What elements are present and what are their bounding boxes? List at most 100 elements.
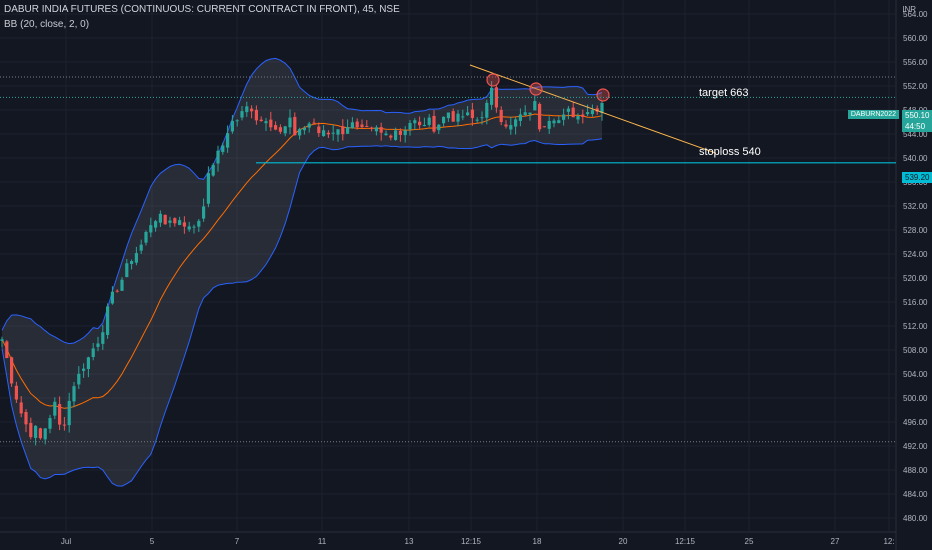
candle-body[interactable] <box>576 116 580 120</box>
candle-body[interactable] <box>86 357 90 370</box>
time-axis[interactable]: Jul 5 7 11 13 12:15 18 20 12:15 25 27 12: <box>61 537 895 546</box>
candle-body[interactable] <box>533 101 537 111</box>
candle-body[interactable] <box>514 119 518 127</box>
indicator-legend[interactable]: BB (20, close, 2, 0) <box>4 19 90 30</box>
candle-body[interactable] <box>245 106 249 113</box>
candle-body[interactable] <box>221 145 225 153</box>
candle-body[interactable] <box>48 418 52 429</box>
candle-body[interactable] <box>202 206 206 219</box>
candle-body[interactable] <box>29 423 33 438</box>
candle-body[interactable] <box>422 124 426 126</box>
candle-body[interactable] <box>67 400 71 426</box>
stoploss-annotation[interactable]: stoploss 540 <box>699 146 761 158</box>
candlesticks[interactable] <box>0 81 604 446</box>
candle-body[interactable] <box>418 121 422 126</box>
candle-body[interactable] <box>384 133 388 136</box>
candle-body[interactable] <box>139 244 143 251</box>
candle-body[interactable] <box>547 120 551 129</box>
candle-body[interactable] <box>19 402 23 414</box>
candle-body[interactable] <box>134 253 138 263</box>
candle-body[interactable] <box>307 123 311 128</box>
candle-body[interactable] <box>230 121 234 132</box>
candle-body[interactable] <box>101 332 105 344</box>
candle-body[interactable] <box>173 218 177 224</box>
candle-body[interactable] <box>350 122 354 129</box>
candle-body[interactable] <box>322 130 326 137</box>
candle-body[interactable] <box>226 133 230 148</box>
candle-body[interactable] <box>302 128 306 131</box>
candle-body[interactable] <box>91 348 95 358</box>
candle-body[interactable] <box>427 117 431 125</box>
candle-body[interactable] <box>413 120 417 124</box>
candle-body[interactable] <box>374 127 378 132</box>
candle-body[interactable] <box>509 125 513 130</box>
candle-body[interactable] <box>326 132 330 135</box>
candle-body[interactable] <box>235 120 239 122</box>
candle-body[interactable] <box>336 129 340 135</box>
candle-body[interactable] <box>331 132 335 134</box>
candle-body[interactable] <box>490 87 494 105</box>
candle-body[interactable] <box>365 126 369 128</box>
candle-body[interactable] <box>293 116 297 136</box>
candle-body[interactable] <box>154 221 158 228</box>
candle-body[interactable] <box>240 111 244 118</box>
candle-body[interactable] <box>269 119 273 128</box>
candle-body[interactable] <box>24 411 28 425</box>
candle-body[interactable] <box>470 109 474 119</box>
candle-body[interactable] <box>158 213 162 223</box>
candle-body[interactable] <box>82 368 86 371</box>
candle-body[interactable] <box>120 279 124 291</box>
candle-body[interactable] <box>34 425 38 438</box>
candle-body[interactable] <box>461 116 465 118</box>
candle-body[interactable] <box>370 127 374 129</box>
candle-body[interactable] <box>360 124 364 128</box>
candle-body[interactable] <box>115 290 119 292</box>
highlight-circle[interactable] <box>486 73 500 87</box>
candle-body[interactable] <box>346 127 350 134</box>
candle-body[interactable] <box>53 401 57 416</box>
candle-body[interactable] <box>312 122 316 124</box>
candle-body[interactable] <box>398 130 402 135</box>
candle-body[interactable] <box>566 108 570 112</box>
candle-body[interactable] <box>379 127 383 133</box>
candle-body[interactable] <box>475 119 479 121</box>
highlight-circle[interactable] <box>529 82 543 96</box>
candle-body[interactable] <box>355 121 359 128</box>
symbol-title[interactable]: DABUR INDIA FUTURES (CONTINUOUS: CURRENT… <box>4 4 400 15</box>
candle-body[interactable] <box>528 112 532 115</box>
candle-body[interactable] <box>499 109 503 123</box>
candle-body[interactable] <box>10 357 14 384</box>
candle-body[interactable] <box>389 135 393 138</box>
candle-body[interactable] <box>523 112 527 116</box>
price-axis[interactable]: 480.00 484.00 488.00 492.00 496.00 500.00 504.… <box>903 10 928 523</box>
candle-body[interactable] <box>182 222 186 227</box>
candle-body[interactable] <box>62 424 66 426</box>
candle-body[interactable] <box>130 261 134 264</box>
candle-body[interactable] <box>144 231 148 243</box>
target-annotation[interactable]: target 663 <box>699 87 749 99</box>
candle-body[interactable] <box>562 114 566 120</box>
candle-body[interactable] <box>394 130 398 140</box>
candle-body[interactable] <box>571 107 575 118</box>
candle-body[interactable] <box>403 130 407 136</box>
candle-body[interactable] <box>197 220 201 227</box>
candle-body[interactable] <box>590 110 594 115</box>
highlight-circle[interactable] <box>596 88 610 102</box>
candle-body[interactable] <box>58 404 62 425</box>
candle-body[interactable] <box>254 109 258 121</box>
candle-body[interactable] <box>600 102 604 114</box>
candle-body[interactable] <box>552 120 556 124</box>
candle-body[interactable] <box>538 103 542 130</box>
candle-body[interactable] <box>211 164 215 176</box>
candle-body[interactable] <box>178 220 182 225</box>
candle-body[interactable] <box>432 115 436 132</box>
candle-body[interactable] <box>38 428 42 439</box>
candle-body[interactable] <box>72 386 76 402</box>
candle-body[interactable] <box>43 428 47 440</box>
candle-body[interactable] <box>581 114 585 117</box>
candle-body[interactable] <box>408 123 412 130</box>
candle-body[interactable] <box>250 108 254 112</box>
candle-body[interactable] <box>456 113 460 122</box>
candle-body[interactable] <box>288 117 292 128</box>
